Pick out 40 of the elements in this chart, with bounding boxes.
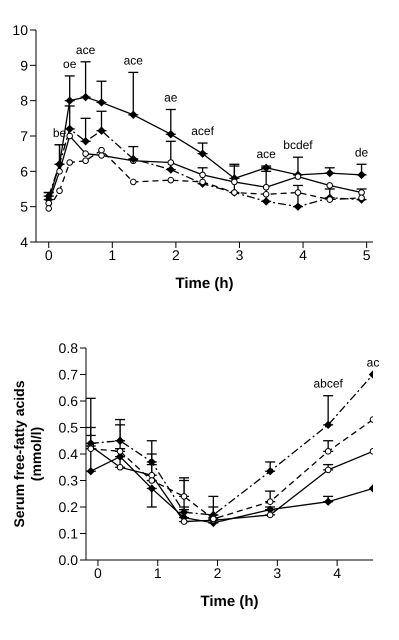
y-tick-label: 0.0 bbox=[58, 552, 78, 568]
x-tick-label: 1 bbox=[154, 564, 162, 581]
annotation: oe bbox=[63, 56, 77, 71]
x-tick-label: 4 bbox=[299, 246, 308, 263]
y-tick-label: 0.1 bbox=[58, 525, 78, 542]
y-tick-label: 5 bbox=[20, 198, 28, 215]
y-axis-title: Serum free-fatty acids (mmol/l) bbox=[11, 380, 44, 528]
annotation: ace bbox=[76, 42, 96, 57]
x-axis-title: Time (h) bbox=[175, 275, 234, 292]
annotation: ace bbox=[124, 53, 144, 68]
y-tick-label: 0.4 bbox=[58, 446, 78, 462]
annotation: ae bbox=[164, 90, 178, 104]
x-axis-title: Time (h) bbox=[200, 593, 259, 610]
y-tick-label: 0.5 bbox=[58, 419, 78, 436]
y-tick-label: 10 bbox=[12, 22, 28, 38]
x-tick-label: 3 bbox=[236, 246, 244, 263]
x-tick-label: 3 bbox=[273, 564, 282, 581]
y-tick-label: 0.7 bbox=[58, 366, 78, 382]
x-tick-label: 0 bbox=[94, 564, 102, 581]
y-tick-label: 0.3 bbox=[58, 472, 78, 488]
y-tick-label: 0.2 bbox=[58, 498, 78, 515]
annotation: acef bbox=[191, 124, 215, 138]
x-tick-label: 5 bbox=[362, 246, 371, 263]
y-tick-label: 7 bbox=[20, 128, 28, 144]
annotation: ace bbox=[256, 147, 276, 162]
x-tick-label: 1 bbox=[108, 246, 116, 263]
x-tick-label: 4 bbox=[333, 564, 342, 581]
y-tick-label: 0.6 bbox=[58, 392, 78, 409]
y-tick-label: 9 bbox=[20, 57, 28, 74]
annotation: abcef bbox=[313, 376, 344, 391]
y-tick-label: 0.8 bbox=[58, 340, 78, 356]
x-tick-label: 0 bbox=[44, 246, 53, 263]
annotation: de bbox=[354, 145, 369, 160]
annotation: bcdef bbox=[283, 138, 314, 152]
x-tick-label: 2 bbox=[214, 564, 222, 581]
y-tick-label: 4 bbox=[20, 234, 28, 250]
annotation: ac bbox=[366, 356, 380, 370]
x-tick-label: 2 bbox=[172, 246, 180, 263]
y-tick-label: 8 bbox=[20, 92, 28, 109]
y-tick-label: 6 bbox=[20, 163, 28, 180]
